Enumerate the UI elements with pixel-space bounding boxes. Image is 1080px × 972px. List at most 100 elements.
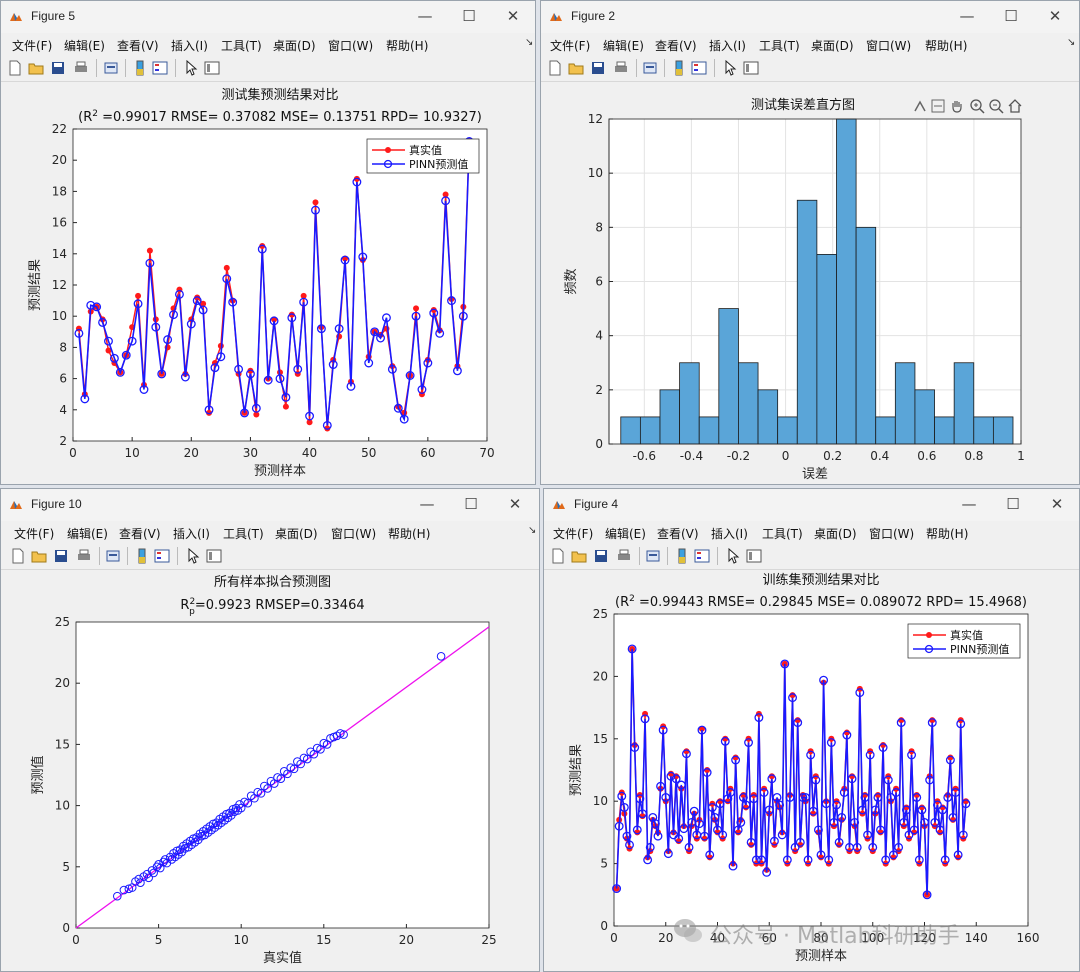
pointer-icon[interactable] bbox=[725, 548, 741, 564]
figure-2-titlebar[interactable]: Figure 2 — ☐ ✕ bbox=[541, 1, 1079, 33]
menu-file[interactable]: 文件(F) bbox=[12, 39, 53, 53]
minimize-button[interactable]: — bbox=[403, 1, 447, 33]
close-button[interactable]: ✕ bbox=[1033, 1, 1077, 33]
menu-window[interactable]: 窗口(W) bbox=[331, 527, 377, 541]
figure-5-titlebar[interactable]: Figure 5 — ☐ ✕ bbox=[1, 1, 535, 33]
pointer-icon[interactable] bbox=[722, 60, 738, 76]
maximize-button[interactable]: ☐ bbox=[989, 1, 1033, 33]
menu-help[interactable]: 帮助(H) bbox=[926, 527, 969, 541]
menu-insert[interactable]: 插入(I) bbox=[171, 39, 208, 53]
data-point-pinn bbox=[956, 719, 966, 729]
zoom-in-icon[interactable] bbox=[969, 98, 985, 114]
pointer-icon[interactable] bbox=[185, 548, 201, 564]
figure-4-titlebar[interactable]: Figure 4 — ☐ ✕ bbox=[544, 489, 1079, 521]
export-icon[interactable] bbox=[912, 98, 928, 114]
save-icon[interactable] bbox=[50, 60, 66, 76]
menu-view[interactable]: 查看(V) bbox=[117, 39, 159, 53]
close-button[interactable]: ✕ bbox=[493, 489, 537, 521]
menu-help[interactable]: 帮助(H) bbox=[386, 39, 429, 53]
menu-insert[interactable]: 插入(I) bbox=[709, 39, 746, 53]
data-point-pinn bbox=[169, 310, 178, 320]
open-file-icon[interactable] bbox=[28, 60, 44, 76]
menu-edit[interactable]: 编辑(E) bbox=[603, 39, 644, 53]
menu-view[interactable]: 查看(V) bbox=[657, 527, 699, 541]
property-inspector-icon[interactable] bbox=[746, 548, 762, 564]
property-inspector-icon[interactable] bbox=[743, 60, 759, 76]
minimize-button[interactable]: — bbox=[945, 1, 989, 33]
open-file-icon[interactable] bbox=[568, 60, 584, 76]
maximize-button[interactable]: ☐ bbox=[449, 489, 493, 521]
print-icon[interactable] bbox=[76, 548, 92, 564]
menu-window[interactable]: 窗口(W) bbox=[866, 39, 912, 53]
legend-icon[interactable] bbox=[154, 548, 170, 564]
menu-help[interactable]: 帮助(H) bbox=[388, 527, 431, 541]
print-preview-icon[interactable] bbox=[645, 548, 661, 564]
zoom-out-icon[interactable] bbox=[988, 98, 1004, 114]
maximize-button[interactable]: ☐ bbox=[447, 1, 491, 33]
close-button[interactable]: ✕ bbox=[491, 1, 535, 33]
home-icon[interactable] bbox=[1007, 98, 1023, 114]
print-icon[interactable] bbox=[613, 60, 629, 76]
menu-desktop[interactable]: 桌面(D) bbox=[811, 39, 854, 53]
data-point-pinn bbox=[98, 317, 108, 327]
save-icon[interactable] bbox=[53, 548, 69, 564]
colorbar-icon[interactable] bbox=[134, 548, 150, 564]
menu-view[interactable]: 查看(V) bbox=[119, 527, 161, 541]
menu-desktop[interactable]: 桌面(D) bbox=[814, 527, 857, 541]
pointer-icon[interactable] bbox=[183, 60, 199, 76]
maximize-button[interactable]: ☐ bbox=[991, 489, 1035, 521]
open-file-icon[interactable] bbox=[31, 548, 47, 564]
save-icon[interactable] bbox=[590, 60, 606, 76]
dock-arrow-icon[interactable]: ↘ bbox=[525, 37, 534, 48]
dock-arrow-icon[interactable]: ↘ bbox=[528, 525, 537, 536]
print-preview-icon[interactable] bbox=[105, 548, 121, 564]
print-preview-icon[interactable] bbox=[103, 60, 119, 76]
print-icon[interactable] bbox=[616, 548, 632, 564]
print-icon[interactable] bbox=[73, 60, 89, 76]
open-file-icon[interactable] bbox=[571, 548, 587, 564]
menu-insert[interactable]: 插入(I) bbox=[173, 527, 210, 541]
save-icon[interactable] bbox=[593, 548, 609, 564]
legend-icon[interactable] bbox=[691, 60, 707, 76]
figure-5-window: Figure 5 — ☐ ✕ 文件(F) 编辑(E) 查看(V) 插入(I) 工… bbox=[0, 0, 536, 485]
print-preview-icon[interactable] bbox=[642, 60, 658, 76]
close-button[interactable]: ✕ bbox=[1035, 489, 1079, 521]
menu-window[interactable]: 窗口(W) bbox=[869, 527, 915, 541]
legend-icon[interactable] bbox=[152, 60, 168, 76]
menu-file[interactable]: 文件(F) bbox=[550, 39, 591, 53]
menu-tools[interactable]: 工具(T) bbox=[759, 39, 800, 53]
menu-tools[interactable]: 工具(T) bbox=[221, 39, 262, 53]
data-point-pinn bbox=[697, 725, 707, 735]
new-file-icon[interactable] bbox=[547, 60, 563, 76]
menu-file[interactable]: 文件(F) bbox=[553, 527, 594, 541]
menu-tools[interactable]: 工具(T) bbox=[223, 527, 264, 541]
menu-help[interactable]: 帮助(H) bbox=[925, 39, 968, 53]
menu-window[interactable]: 窗口(W) bbox=[328, 39, 374, 53]
menu-desktop[interactable]: 桌面(D) bbox=[273, 39, 316, 53]
figure-10-titlebar[interactable]: Figure 10 — ☐ ✕ bbox=[1, 489, 539, 521]
property-inspector-icon[interactable] bbox=[206, 548, 222, 564]
menu-tools[interactable]: 工具(T) bbox=[762, 527, 803, 541]
minimize-button[interactable]: — bbox=[947, 489, 991, 521]
menu-edit[interactable]: 编辑(E) bbox=[67, 527, 108, 541]
pan-icon[interactable] bbox=[949, 98, 965, 114]
minimize-button[interactable]: — bbox=[405, 489, 449, 521]
menu-view[interactable]: 查看(V) bbox=[655, 39, 697, 53]
property-inspector-icon[interactable] bbox=[204, 60, 220, 76]
new-file-icon[interactable] bbox=[10, 548, 26, 564]
menu-edit[interactable]: 编辑(E) bbox=[64, 39, 105, 53]
data-point-pinn bbox=[157, 369, 167, 379]
new-file-icon[interactable] bbox=[7, 60, 23, 76]
menu-insert[interactable]: 插入(I) bbox=[711, 527, 748, 541]
brush-icon[interactable] bbox=[930, 98, 946, 114]
legend-icon[interactable] bbox=[694, 548, 710, 564]
menu-desktop[interactable]: 桌面(D) bbox=[275, 527, 318, 541]
new-file-icon[interactable] bbox=[550, 548, 566, 564]
data-point-pinn bbox=[632, 825, 642, 835]
colorbar-icon[interactable] bbox=[132, 60, 148, 76]
menu-file[interactable]: 文件(F) bbox=[14, 527, 55, 541]
colorbar-icon[interactable] bbox=[671, 60, 687, 76]
menu-edit[interactable]: 编辑(E) bbox=[605, 527, 646, 541]
colorbar-icon[interactable] bbox=[674, 548, 690, 564]
dock-arrow-icon[interactable]: ↘ bbox=[1067, 37, 1076, 48]
